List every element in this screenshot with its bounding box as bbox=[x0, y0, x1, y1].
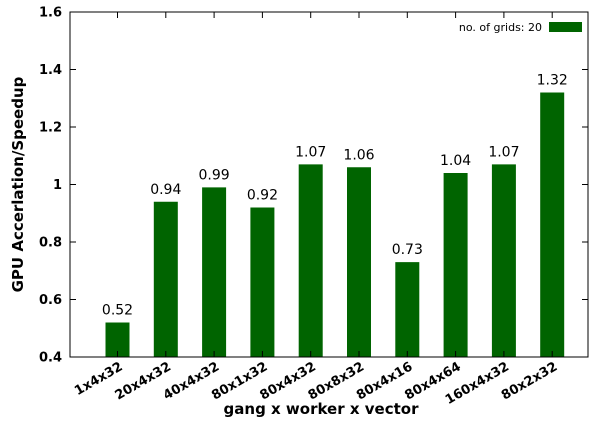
bar bbox=[153, 201, 178, 357]
bar bbox=[202, 187, 227, 357]
y-tick-label: 1.2 bbox=[39, 121, 62, 136]
data-label: 1.07 bbox=[488, 144, 519, 160]
data-label: 0.94 bbox=[150, 182, 181, 198]
legend: no. of grids: 20 bbox=[459, 21, 582, 34]
legend-swatch bbox=[549, 22, 582, 32]
data-label: 0.99 bbox=[199, 167, 230, 183]
bar bbox=[395, 262, 420, 357]
bar bbox=[443, 173, 468, 357]
data-label: 1.04 bbox=[440, 153, 471, 169]
y-tick-label: 1 bbox=[53, 178, 62, 193]
y-axis-title: GPU Accerlation/Speedup bbox=[9, 76, 27, 292]
data-label: 1.32 bbox=[537, 73, 568, 89]
y-tick-label: 1.4 bbox=[39, 63, 62, 78]
legend-label: no. of grids: 20 bbox=[459, 21, 542, 34]
data-labels-group: 0.52 0.94 0.99 0.92 1.07 1.06 0.73 1.04 1.07 1.32 bbox=[102, 73, 568, 319]
bar bbox=[347, 167, 371, 357]
data-label: 1.06 bbox=[343, 147, 374, 163]
data-label: 0.52 bbox=[102, 303, 133, 319]
y-tick-label: 0.8 bbox=[39, 236, 62, 251]
data-label: 1.07 bbox=[295, 144, 326, 160]
plot-frame bbox=[69, 11, 589, 358]
bars-group bbox=[105, 92, 565, 357]
data-label: 0.92 bbox=[247, 188, 278, 204]
bar bbox=[491, 164, 516, 357]
data-label: 0.73 bbox=[392, 242, 423, 258]
x-axis-title: gang x worker x vector bbox=[224, 400, 420, 418]
y-tick-label: 0.4 bbox=[39, 351, 62, 366]
bar bbox=[540, 92, 565, 357]
y-tick-label: 1.6 bbox=[39, 6, 62, 21]
y-axis: 0.4 0.6 0.8 1 1.2 1.4 1.6 bbox=[39, 6, 588, 366]
y-tick-label: 0.6 bbox=[39, 293, 62, 308]
bar bbox=[298, 164, 323, 357]
bar bbox=[250, 207, 275, 357]
